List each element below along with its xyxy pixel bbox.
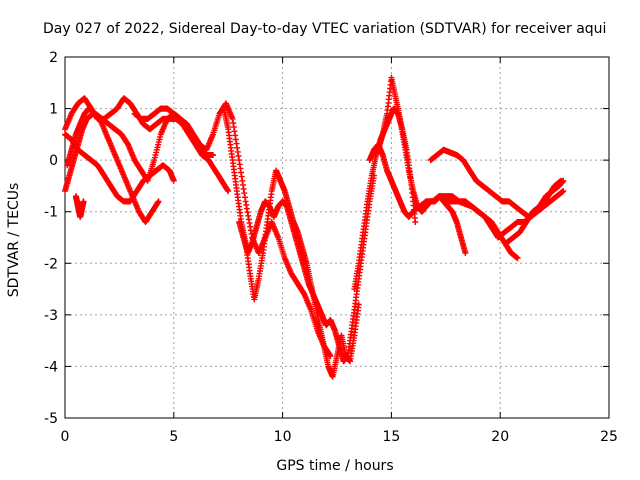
y-tick-label: 1 xyxy=(49,102,58,118)
data-point xyxy=(243,205,250,212)
x-tick-label: 20 xyxy=(491,429,509,445)
sat-trace-8 xyxy=(236,172,377,365)
y-tick-label: -1 xyxy=(44,205,58,221)
y-tick-label: 0 xyxy=(49,153,58,169)
data-point xyxy=(154,199,161,206)
data-point xyxy=(412,219,419,225)
chart-title: Day 027 of 2022, Sidereal Day-to-day VTE… xyxy=(43,21,606,37)
plot-frame xyxy=(64,56,610,419)
data-point xyxy=(560,188,567,195)
y-tick-label: 2 xyxy=(49,50,58,66)
data-point xyxy=(210,152,216,158)
y-tick-label: -3 xyxy=(44,308,58,324)
sat-trace-14 xyxy=(503,177,567,246)
data-point xyxy=(355,301,362,308)
x-tick-label: 15 xyxy=(382,429,400,445)
y-axis-label: SDTVAR / TECUs xyxy=(6,183,22,298)
data-point xyxy=(155,198,162,205)
sat-trace-10 xyxy=(375,74,469,256)
x-axis-label: GPS time / hours xyxy=(276,458,393,474)
data-point xyxy=(170,177,177,184)
sat-trace-4 xyxy=(62,95,232,195)
x-tick-label: 10 xyxy=(274,429,292,445)
data-point xyxy=(235,153,242,159)
y-tick-label: -5 xyxy=(44,411,58,427)
sat-trace-5 xyxy=(72,193,87,220)
data-marks xyxy=(62,74,567,380)
data-point xyxy=(462,250,469,256)
x-tick-label: 0 xyxy=(61,429,70,445)
x-tick-label: 5 xyxy=(169,429,178,445)
axis-ticks: 0 5 10 15 20 25 -5 -4 -3 -2 -1 0 1 2 xyxy=(44,50,618,445)
y-tick-label: -2 xyxy=(44,256,58,272)
sat-trace-2 xyxy=(62,110,162,225)
data-point xyxy=(560,177,567,184)
data-point xyxy=(80,198,87,205)
data-point xyxy=(225,188,232,195)
data-point xyxy=(514,255,521,262)
y-tick-label: -4 xyxy=(44,359,58,375)
x-tick-label: 25 xyxy=(600,429,618,445)
